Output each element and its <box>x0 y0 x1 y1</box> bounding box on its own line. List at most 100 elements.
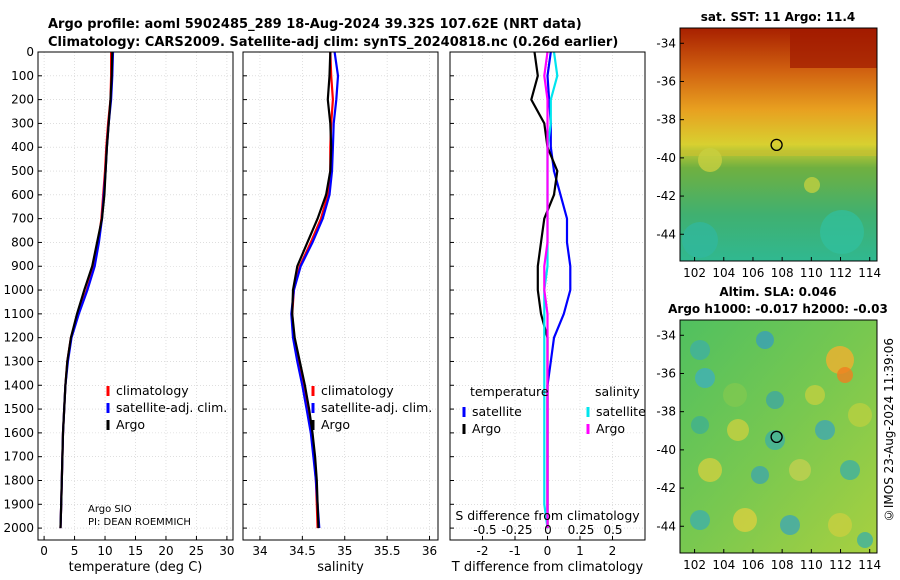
x-tick-label: 106 <box>742 266 765 280</box>
sst-eddy <box>820 210 864 254</box>
y-tick-label: -38 <box>656 113 676 127</box>
x-tick-label: 35.5 <box>374 544 401 558</box>
sst-warm-patch <box>790 28 877 68</box>
y-tick-label: -40 <box>656 151 676 165</box>
plot-frame <box>37 51 234 541</box>
y-tick-label: -36 <box>656 366 676 380</box>
x-tick-label: 10 <box>97 544 112 558</box>
y-tick-label: 700 <box>11 212 34 226</box>
sla-anomaly <box>848 403 872 427</box>
sla-anomaly <box>840 460 860 480</box>
argo-location-marker <box>770 138 783 152</box>
sla-anomaly <box>828 513 852 537</box>
y-tick-label: 200 <box>11 93 34 107</box>
legend-label: satellite <box>596 404 646 419</box>
legend-label: Argo <box>596 421 625 436</box>
y-tick-label: 1200 <box>3 331 34 345</box>
annotation-text: Argo SIO <box>88 504 132 515</box>
x-tick-label: 106 <box>742 558 765 572</box>
sla-anomaly <box>698 458 722 482</box>
y-tick-label: 500 <box>11 164 34 178</box>
x-axis-label: salinity <box>317 560 364 575</box>
x-tick-label: 34 <box>252 544 267 558</box>
y-tick-label: 1400 <box>3 378 34 392</box>
x-tick-label: 0 <box>544 544 552 558</box>
y-tick-label: 400 <box>11 140 34 154</box>
sst-eddy <box>682 222 718 258</box>
x-tick-label: 104 <box>712 558 735 572</box>
series-line-salinity-argo <box>543 51 549 529</box>
annotation-text: PI: DEAN ROEMMICH <box>88 517 191 528</box>
sla-anomaly <box>765 430 785 450</box>
x-axis-label: temperature (deg C) <box>69 560 203 575</box>
sla-anomaly <box>857 532 873 548</box>
top-axis-label: S difference from climatology <box>455 508 640 523</box>
x-tick-label: 34.5 <box>289 544 316 558</box>
top-tick-label: -0.25 <box>501 523 532 537</box>
sla-anomaly <box>690 510 710 530</box>
y-tick-label: 1300 <box>3 354 34 368</box>
x-tick-label: 5 <box>71 544 79 558</box>
sla-anomaly <box>756 331 774 349</box>
sla-anomaly <box>727 419 749 441</box>
x-tick-label: 35 <box>337 544 352 558</box>
sla-subtitle: Argo h1000: -0.017 h2000: -0.03 <box>668 302 888 316</box>
sst-map: sat. SST: 11 Argo: 11.4 102 104 106 108 110 1… <box>656 10 881 280</box>
y-tick-label: 2000 <box>3 521 34 535</box>
y-tick-label: 1900 <box>3 497 34 511</box>
y-tick-label: -34 <box>656 328 676 342</box>
y-tick-label: -42 <box>656 189 676 203</box>
legend-title: salinity <box>595 384 640 399</box>
top-tick-label: 0 <box>544 523 552 537</box>
x-tick-label: 110 <box>800 558 823 572</box>
sla-anomaly <box>805 385 825 405</box>
x-tick-label: -1 <box>509 544 521 558</box>
y-tick-label: 0 <box>26 45 34 59</box>
x-tick-label: 108 <box>771 266 794 280</box>
x-tick-label: 102 <box>683 558 706 572</box>
header-line2: Climatology: CARS2009. Satellite-adj cli… <box>48 35 618 50</box>
y-tick-label: 800 <box>11 235 34 249</box>
legend-label: Argo <box>472 421 501 436</box>
legend-label: Argo <box>321 417 350 432</box>
x-tick-label: 15 <box>128 544 143 558</box>
y-tick-label: 1600 <box>3 426 34 440</box>
x-tick-label: -2 <box>477 544 489 558</box>
y-tick-label: -36 <box>656 74 676 88</box>
legend-title: temperature <box>470 384 549 399</box>
sst-title: sat. SST: 11 Argo: 11.4 <box>701 10 855 24</box>
difference-profile: -2 -1 0 1 2 T difference from climatology temp… <box>449 51 646 575</box>
y-tick-label: 1100 <box>3 307 34 321</box>
legend-label: climatology <box>116 383 189 398</box>
sla-anomaly <box>695 368 715 388</box>
x-tick-label: 20 <box>158 544 173 558</box>
y-tick-label: 1000 <box>3 283 34 297</box>
plot-frame <box>449 51 646 541</box>
legend-label: climatology <box>321 383 394 398</box>
top-tick-label: 0.5 <box>603 523 622 537</box>
y-tick-label: -44 <box>656 519 676 533</box>
salinity-profile: 34 34.5 35 35.5 36 salinity climatology satelli… <box>242 51 439 575</box>
sla-anomaly <box>826 346 854 374</box>
temperature-profile: 0 5 10 15 20 25 30 temperature (deg C) 0 100 200 30… <box>3 45 234 575</box>
x-tick-label: 114 <box>858 558 881 572</box>
x-tick-label: 112 <box>829 558 852 572</box>
x-axis-label: T difference from climatology <box>451 560 644 575</box>
copyright-label: ©IMOS 23-Aug-2024 11:39:06 <box>882 338 896 523</box>
sst-frame <box>679 27 878 262</box>
argo-location-marker <box>770 430 783 444</box>
sst-front <box>680 150 877 156</box>
y-tick-label: -38 <box>656 405 676 419</box>
sla-anomaly <box>690 340 710 360</box>
x-tick-label: 102 <box>683 266 706 280</box>
sla-anomaly <box>723 383 747 407</box>
plot-frame <box>242 51 439 541</box>
y-tick-label: 1500 <box>3 402 34 416</box>
y-tick-label: 300 <box>11 116 34 130</box>
sla-anomaly <box>691 416 709 434</box>
x-tick-label: 112 <box>829 266 852 280</box>
header-line1: Argo profile: aoml 5902485_289 18-Aug-20… <box>48 17 582 32</box>
legend-label: satellite-adj. clim. <box>116 400 227 415</box>
sla-anomaly <box>733 508 757 532</box>
